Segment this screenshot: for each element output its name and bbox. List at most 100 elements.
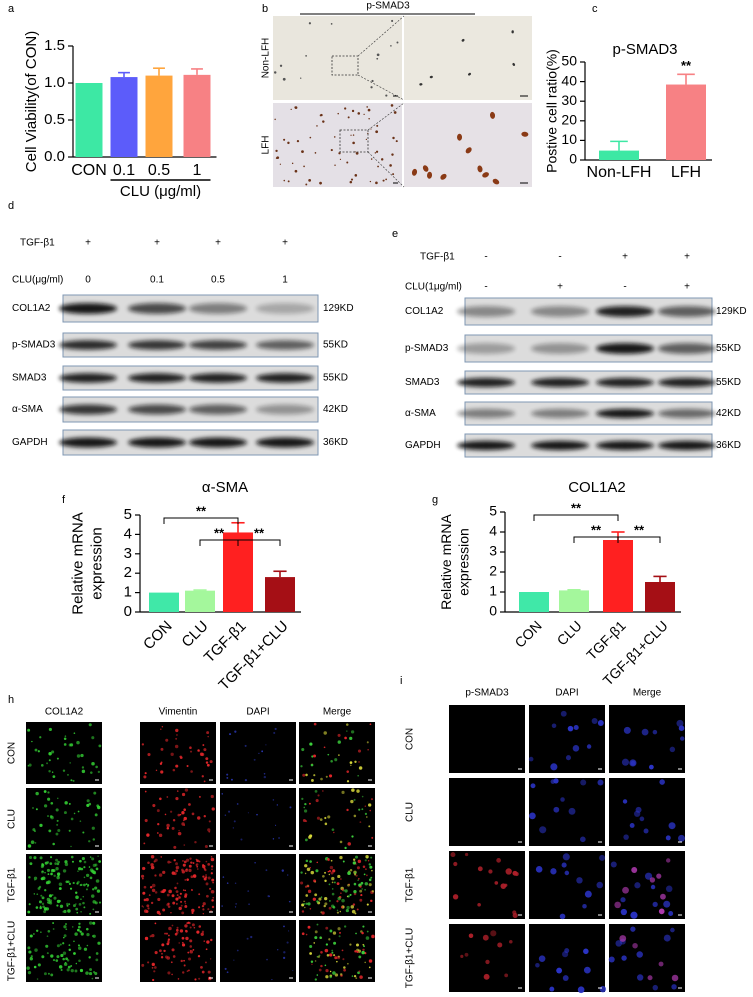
fluorescent-cell <box>330 759 333 763</box>
fluorescent-cell <box>53 874 56 878</box>
fluorescent-cell <box>66 904 69 907</box>
stained-cell <box>371 79 374 83</box>
fluorescent-cell <box>189 926 192 929</box>
fluorescent-cell <box>37 963 41 967</box>
stained-cell <box>300 77 302 79</box>
fluorescent-cell <box>77 870 79 872</box>
fluorescent-cell <box>56 944 60 948</box>
fluorescent-cell <box>75 962 78 965</box>
fluorescent-cell <box>340 878 342 880</box>
fluorescent-cell <box>52 928 55 930</box>
fluorescent-cell <box>81 769 86 774</box>
fluorescent-cell <box>191 908 195 913</box>
y-tick-label: 1 <box>489 583 497 599</box>
fluorescent-cell <box>354 855 359 859</box>
error-bar <box>118 71 130 78</box>
stained-cell <box>316 125 318 127</box>
fluorescent-cell <box>78 922 81 925</box>
fluorescent-cell <box>482 934 489 941</box>
blot-band <box>128 340 186 350</box>
fluorescent-cell <box>212 896 215 899</box>
fluorescent-cell <box>200 965 203 969</box>
fluorescent-cell <box>56 899 61 904</box>
stained-cell <box>350 178 354 181</box>
fluorescent-cell <box>582 903 587 909</box>
blot-band <box>256 437 314 448</box>
stained-cell <box>357 112 361 115</box>
fluorescent-cell <box>236 949 239 952</box>
fluorescent-cell <box>346 730 348 732</box>
fluorescent-cell <box>368 883 372 887</box>
fluorescent-cell <box>176 790 179 792</box>
fluorescent-cell <box>234 730 237 733</box>
stained-cell <box>511 30 514 34</box>
fluorescent-cell <box>41 955 45 959</box>
fluorescent-cell <box>350 905 355 909</box>
fluorescent-cell <box>64 801 68 805</box>
fluorescent-cell <box>68 802 71 805</box>
fluorescent-cell <box>182 971 185 974</box>
stained-cell <box>375 150 379 153</box>
fluorescent-cell <box>258 752 260 755</box>
fluorescent-cell <box>191 812 195 816</box>
fluorescent-cell <box>201 775 204 778</box>
fluorescent-cell <box>211 878 215 882</box>
fluorescent-cell <box>370 876 373 879</box>
fluorescent-cell <box>350 730 355 734</box>
fluorescent-cell <box>354 760 357 763</box>
fluorescent-cell <box>629 759 637 767</box>
fluorescent-cell <box>286 874 289 876</box>
fluorescent-cell <box>89 856 92 858</box>
fluorescence-image <box>140 788 216 850</box>
column-label: Vimentin <box>159 707 198 718</box>
fluorescent-cell <box>184 905 188 908</box>
fluorescent-cell <box>313 722 317 726</box>
fluorescent-cell <box>170 961 173 964</box>
fluorescent-cell <box>167 902 170 906</box>
fluorescent-cell <box>71 860 74 863</box>
fluorescent-cell <box>641 728 649 736</box>
treatment-value: + <box>684 252 690 263</box>
stained-cell <box>366 106 369 108</box>
panel-letter: h <box>8 694 14 706</box>
fluorescent-cell <box>64 922 68 926</box>
fluorescent-cell <box>62 769 66 772</box>
fluorescent-cell <box>314 936 318 940</box>
bar <box>599 150 639 160</box>
fluorescent-cell <box>29 934 33 938</box>
error-bar <box>653 575 667 582</box>
fluorescent-cell <box>200 932 204 936</box>
fluorescent-cell <box>364 889 366 891</box>
fluorescent-cell <box>347 895 350 898</box>
fluorescent-cell <box>352 903 356 906</box>
fluorescence-image <box>26 788 102 850</box>
fluorescent-cell <box>349 943 352 946</box>
y-tick-label: 40 <box>561 72 577 88</box>
fluorescent-cell <box>353 892 357 896</box>
fluorescence-image <box>609 705 685 773</box>
fluorescence-image <box>299 920 375 982</box>
row-label: TGF-β1 <box>7 867 18 902</box>
error-bar <box>231 521 245 533</box>
fluorescent-cell <box>181 943 186 947</box>
fluorescent-cell <box>69 887 73 890</box>
fluorescent-cell <box>45 944 49 948</box>
blot-band <box>59 437 117 448</box>
fluorescent-cell <box>669 746 676 753</box>
fluorescent-cell <box>315 799 319 803</box>
panel-letter: i <box>400 675 402 687</box>
fluorescent-cell <box>166 893 170 897</box>
blot-band <box>457 440 515 451</box>
histology-image <box>273 103 402 187</box>
fluorescent-cell <box>226 773 229 776</box>
fluorescent-cell <box>205 948 208 951</box>
fluorescent-cell <box>565 755 571 761</box>
fluorescent-cell <box>302 773 306 777</box>
fluorescent-cell <box>176 928 179 932</box>
fluorescent-cell <box>141 743 145 746</box>
fluorescence-image <box>299 788 375 850</box>
fluorescent-cell <box>154 891 158 894</box>
fluorescent-cell <box>303 806 306 809</box>
row-label: TGF-β1+CLU <box>405 928 416 988</box>
